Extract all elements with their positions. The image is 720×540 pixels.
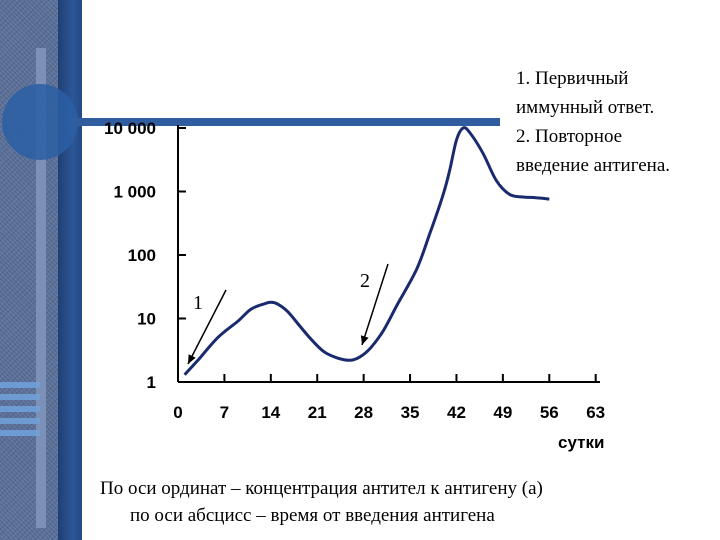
annotation-2: 2 [360, 270, 370, 292]
slide-decor-line [70, 118, 710, 126]
legend-line-1: 1. Первичный [516, 68, 629, 89]
legend-line-2: иммунный ответ. [516, 97, 655, 118]
x-tick-labels: 0 7 14 21 28 35 42 49 56 63 [173, 374, 605, 422]
arrow-2 [361, 263, 389, 346]
x-tick-label: 42 [447, 403, 466, 422]
x-tick-label: 63 [586, 403, 605, 422]
y-tick-label: 1 000 [113, 183, 156, 202]
y-tick-labels: 1 10 100 1 000 10 000 [104, 119, 186, 392]
x-tick-label: 0 [173, 403, 182, 422]
x-tick-label: 49 [493, 403, 512, 422]
x-tick-label: 35 [401, 403, 420, 422]
x-tick-label: 28 [354, 403, 373, 422]
legend-box: 1. Первичный иммунный ответ. 2. Повторно… [500, 60, 720, 184]
x-tick-label: 7 [220, 403, 229, 422]
caption-line-1: По оси ординат – концентрация антител к … [100, 478, 543, 499]
y-tick-label: 10 [137, 310, 156, 329]
x-tick-label: 14 [261, 403, 280, 422]
y-tick-label: 100 [128, 246, 156, 265]
annotation-arrows [187, 263, 389, 365]
annotation-1: 1 [193, 292, 203, 314]
antibody-curve [183, 126, 550, 376]
x-tick-label: 21 [308, 403, 327, 422]
caption-line-2: по оси абсцисс – время от введения антиг… [130, 505, 495, 526]
caption: По оси ординат – концентрация антител к … [100, 475, 700, 529]
x-tick-label: 56 [540, 403, 559, 422]
y-tick-label: 1 [147, 373, 156, 392]
slide-sidebar-stripe [58, 0, 82, 540]
chart-axes [177, 125, 600, 383]
legend-line-4: введение антигена. [516, 155, 671, 176]
arrow-1 [187, 289, 227, 365]
arrow-2-head [360, 335, 369, 345]
slide-decor-circle [2, 84, 78, 160]
legend-line-3: 2. Повторное [516, 126, 623, 147]
y-tick-label: 10 000 [104, 119, 156, 138]
x-axis-label: сутки [558, 433, 604, 452]
arrow-1-head [188, 354, 196, 364]
slide-decor-blocks [0, 376, 40, 436]
slide-sidebar-bar [36, 48, 46, 528]
